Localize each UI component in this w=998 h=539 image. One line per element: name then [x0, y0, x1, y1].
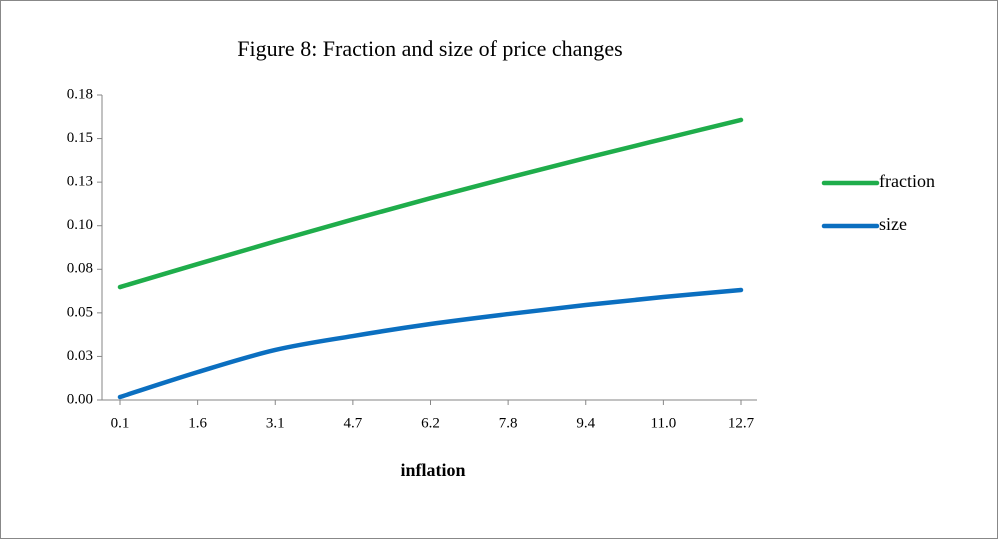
x-axis-label: inflation — [400, 460, 465, 480]
y-tick-label: 0.00 — [67, 391, 93, 407]
chart-title: Figure 8: Fraction and size of price cha… — [237, 36, 622, 61]
x-tick-label: 6.2 — [421, 415, 440, 431]
legend-label: fraction — [879, 171, 935, 191]
series-line — [117, 117, 744, 290]
y-tick-label: 0.10 — [67, 217, 93, 233]
x-tick-label: 4.7 — [344, 415, 363, 431]
y-tick-label: 0.18 — [67, 86, 93, 102]
x-tick-label: 11.0 — [651, 415, 677, 431]
y-tick-label: 0.13 — [67, 174, 93, 190]
x-tick-label: 1.6 — [188, 415, 207, 431]
x-tick-label: 3.1 — [266, 415, 285, 431]
series-line — [117, 287, 744, 400]
y-tick-label: 0.05 — [67, 304, 93, 320]
y-tick-label: 0.15 — [67, 130, 93, 146]
y-tick-label: 0.03 — [67, 348, 93, 364]
y-tick-label: 0.08 — [67, 261, 93, 277]
legend-label: size — [879, 214, 907, 234]
x-tick-label: 9.4 — [576, 415, 595, 431]
x-tick-label: 0.1 — [111, 415, 130, 431]
x-tick-label: 7.8 — [499, 415, 518, 431]
x-tick-label: 12.7 — [728, 415, 755, 431]
